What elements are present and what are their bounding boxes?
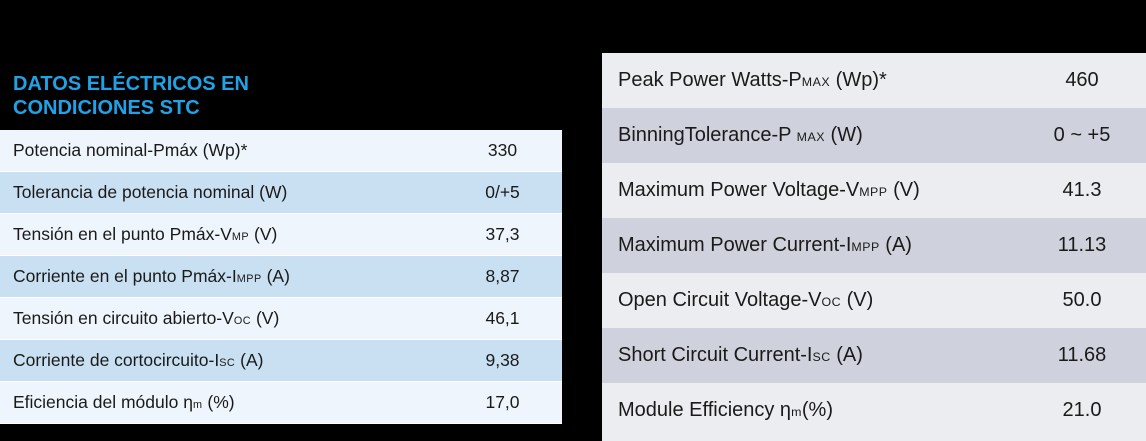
table-row: Tolerancia de potencia nominal (W) 0/+5	[0, 171, 562, 214]
table-row: Short Circuit Current-ISC (A) 11.68	[602, 328, 1146, 383]
section-title-line-1: DATOS ELÉCTRICOS EN	[13, 73, 249, 95]
row-label: Potencia nominal-Pmáx (Wp)*	[0, 130, 413, 172]
row-value: 330	[413, 130, 562, 172]
row-value: 21.0	[1018, 383, 1146, 438]
table-row: Module Efficiency ηm(%) 21.0	[602, 383, 1146, 438]
row-label: Tensión en el punto Pmáx-VMP (V)	[0, 213, 413, 256]
row-value: 0 ~ +5	[1018, 108, 1146, 163]
table-row: BinningTolerance-P MAX (W) 0 ~ +5	[602, 108, 1146, 163]
row-label: Peak Power Watts-PMAX (Wp)*	[602, 53, 1018, 108]
table-row: Maximum Power Current-IMPP (A) 11.13	[602, 218, 1146, 273]
row-value: 37,3	[413, 213, 562, 256]
table-row: Open Circuit Voltage-VOC (V) 50.0	[602, 273, 1146, 328]
section-title: DATOS ELÉCTRICOS EN CONDICIONES STC	[13, 72, 393, 120]
english-electrical-data-table: Peak Power Watts-PMAX (Wp)* 460 BinningT…	[602, 53, 1146, 438]
row-label: Corriente de cortocircuito-ISC (A)	[0, 339, 413, 382]
table-row: Corriente de cortocircuito-ISC (A) 9,38	[0, 339, 562, 382]
table-row: Maximum Power Voltage-VMPP (V) 41.3	[602, 163, 1146, 218]
table-row: Peak Power Watts-PMAX (Wp)* 460	[602, 53, 1146, 108]
row-label: BinningTolerance-P MAX (W)	[602, 108, 1018, 163]
row-label: Maximum Power Current-IMPP (A)	[602, 218, 1018, 273]
table-row: Tensión en circuito abierto-VOC (V) 46,1	[0, 297, 562, 340]
row-value: 46,1	[413, 297, 562, 340]
row-label: Eficiencia del módulo ηm (%)	[0, 381, 413, 424]
row-label: Maximum Power Voltage-VMPP (V)	[602, 163, 1018, 218]
row-value: 8,87	[413, 255, 562, 298]
row-value: 11.13	[1018, 218, 1146, 273]
row-value: 460	[1018, 53, 1146, 108]
row-label: Tensión en circuito abierto-VOC (V)	[0, 297, 413, 340]
spanish-electrical-data-table: Potencia nominal-Pmáx (Wp)* 330 Toleranc…	[0, 130, 562, 424]
row-label: Corriente en el punto Pmáx-IMPP (A)	[0, 255, 413, 298]
english-electrical-data-panel: Peak Power Watts-PMAX (Wp)* 460 BinningT…	[602, 53, 1146, 441]
row-label: Module Efficiency ηm(%)	[602, 383, 1018, 438]
row-value: 11.68	[1018, 328, 1146, 383]
table-row: Tensión en el punto Pmáx-VMP (V) 37,3	[0, 213, 562, 256]
row-label: Tolerancia de potencia nominal (W)	[0, 171, 413, 214]
row-label: Open Circuit Voltage-VOC (V)	[602, 273, 1018, 328]
table-row: Potencia nominal-Pmáx (Wp)* 330	[0, 130, 562, 172]
row-value: 41.3	[1018, 163, 1146, 218]
row-value: 9,38	[413, 339, 562, 382]
row-value: 0/+5	[413, 171, 562, 214]
table-row: Corriente en el punto Pmáx-IMPP (A) 8,87	[0, 255, 562, 298]
row-label: Short Circuit Current-ISC (A)	[602, 328, 1018, 383]
section-title-line-2: CONDICIONES STC	[13, 97, 200, 119]
row-value: 17,0	[413, 381, 562, 424]
row-value: 50.0	[1018, 273, 1146, 328]
table-row: Eficiencia del módulo ηm (%) 17,0	[0, 381, 562, 424]
